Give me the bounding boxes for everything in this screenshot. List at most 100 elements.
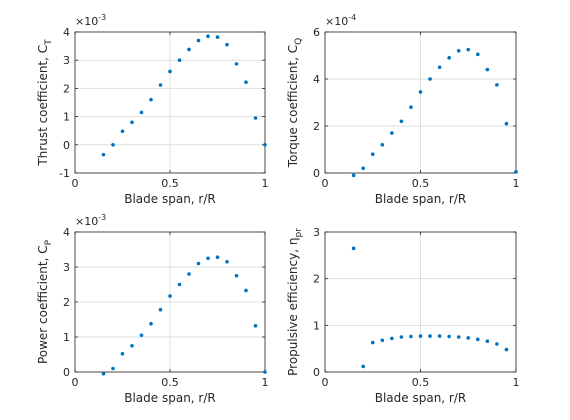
x-axis-label: Blade span, r/R [124,192,216,206]
data-point [234,62,239,66]
y-tick-label: 4 [313,73,320,86]
data-point [168,294,172,298]
data-point [466,336,471,340]
x-tick-label: 0 [322,376,329,389]
y-tick-label: 2 [63,82,70,95]
data-point [225,259,229,264]
x-tick-label: 1 [513,376,520,389]
data-point [111,366,115,371]
x-tick-label: 0.5 [161,376,179,389]
data-point [409,105,413,109]
data-point [206,34,210,39]
data-point [380,143,385,147]
x-tick-label: 1 [262,177,269,190]
data-point [437,65,442,70]
y-tick-label: 1 [313,319,320,332]
x-tick-label: 0 [72,376,79,389]
y-tick-label: 0 [313,366,320,379]
data-point [370,340,375,345]
x-tick-label: 0 [322,177,329,190]
data-point [149,321,153,326]
x-tick-label: 0 [72,177,79,190]
data-point [111,143,115,147]
data-point [504,121,509,126]
y-tick-label: 0 [63,139,70,152]
data-point [101,152,106,157]
data-point [215,255,220,259]
data-point [234,273,239,278]
data-point [244,80,248,84]
data-point [466,47,471,52]
data-point [187,272,191,276]
data-point [177,282,182,287]
data-point [101,371,106,376]
y-tick-label: 2 [63,296,70,309]
axis-exponent: ×10-3 [75,213,106,228]
data-point [149,97,153,102]
y-tick-label: 3 [63,54,70,67]
data-point [187,47,191,52]
data-point [437,334,442,338]
data-point [418,334,423,338]
data-point [361,166,366,171]
data-point [428,77,432,81]
data-point [244,288,248,293]
y-axis-label: Thrust coefficient, CT [36,39,54,167]
y-axis-label: Power coefficient, CP [36,239,54,364]
y-tick-label: 1 [63,331,70,344]
x-tick-label: 1 [513,177,520,190]
data-point [495,83,499,87]
data-point [263,370,267,374]
data-point [447,56,451,60]
power-coefficient-plot: 0 0.5 1 0 1 2 3 4 ×10-3 Blade span, r/R Power coef… [36,213,269,405]
data-point [390,336,394,341]
x-axis-label: Blade span, r/R [375,391,467,405]
y-tick-label: 0 [63,366,70,379]
data-point [120,352,125,356]
data-point [351,173,356,178]
y-tick-label: 4 [63,26,70,39]
y-tick-label: 2 [313,120,320,133]
y-tick-label: 3 [63,261,70,274]
y-axis-label: Propulsive efficiency, ηpr [286,228,304,376]
data-point [456,49,461,53]
data-point [196,38,201,43]
data-point [390,131,394,135]
data-point [351,246,356,251]
data-point [476,337,480,342]
data-point [253,116,258,120]
data-point [485,339,490,344]
data-point [361,364,366,369]
data-point [158,83,163,87]
data-point [380,338,385,343]
data-point [225,42,229,47]
data-point [139,110,144,115]
data-point [485,67,490,72]
data-point [177,58,182,62]
y-tick-label: 2 [313,273,320,286]
x-tick-label: 1 [262,376,269,389]
data-point [495,342,499,346]
x-tick-label: 0.5 [161,177,179,190]
data-point [215,35,220,39]
data-point [168,69,172,74]
data-point [206,256,210,261]
data-point [418,90,423,94]
data-point [514,170,518,174]
propulsive-efficiency-plot: 0 0.5 1 0 1 2 3 Blade span, r/R Propulsive effic… [286,226,520,405]
x-tick-label: 0.5 [412,376,430,389]
data-point [476,52,480,57]
axis-exponent: ×10-4 [325,13,356,28]
data-point [428,334,432,338]
data-point [253,324,258,328]
y-tick-label: -1 [59,167,70,180]
torque-coefficient-plot: 0 0.5 1 0 2 4 6 ×10-4 Blade span, r/R Torque coef… [286,13,520,206]
y-tick-label: 6 [313,26,320,39]
x-tick-label: 0.5 [412,177,430,190]
data-point [399,119,404,124]
y-tick-label: 4 [63,226,70,239]
data-point [139,333,144,338]
y-tick-label: 1 [63,111,70,124]
